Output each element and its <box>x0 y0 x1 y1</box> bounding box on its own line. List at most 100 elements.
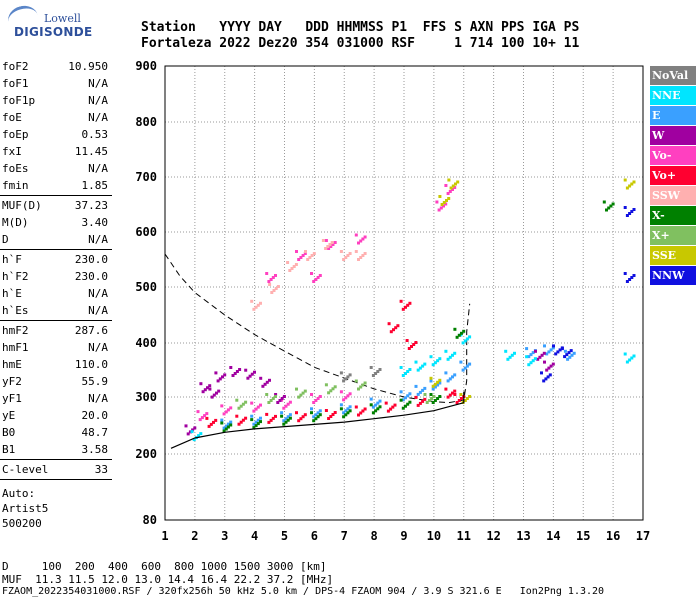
param-row-hes: h`Es N/A <box>0 302 112 319</box>
data-point-x <box>408 400 412 404</box>
data-point-nne <box>525 355 529 359</box>
data-point-w <box>250 372 254 376</box>
data-point-w <box>208 384 212 388</box>
param-name: foF2 <box>2 60 29 73</box>
data-point-noval <box>346 375 350 379</box>
param-value: N/A <box>88 341 108 354</box>
data-point-vo <box>357 413 360 417</box>
data-point-vo <box>333 241 337 244</box>
data-point-sse <box>429 376 433 380</box>
data-point-vo <box>418 401 422 405</box>
data-point-sse <box>628 184 632 188</box>
param-value: 110.0 <box>74 358 108 371</box>
data-point-x <box>250 418 254 422</box>
data-point-vo <box>314 399 318 402</box>
param-value: 230.0 <box>74 270 108 283</box>
data-point-x <box>457 333 461 337</box>
data-point-e <box>421 388 425 392</box>
data-point-nnw <box>567 351 571 355</box>
x-tick-label: 3 <box>221 529 228 543</box>
data-point-e <box>286 415 290 419</box>
param-row-foes: foEs N/A <box>0 160 112 177</box>
auto-scaling-line: 500200 <box>2 517 42 530</box>
data-point-e <box>226 422 230 426</box>
param-row-b1: B1 3.58 <box>0 441 112 458</box>
data-point-vo <box>421 399 425 403</box>
data-point-nne <box>421 364 425 368</box>
data-point-e <box>339 403 343 407</box>
data-point-x <box>432 395 436 398</box>
data-point-vo <box>453 393 457 396</box>
data-point-x <box>254 424 258 428</box>
data-point-vo <box>327 417 331 420</box>
data-point-vo <box>314 278 318 281</box>
data-point-vo <box>295 411 298 415</box>
data-point-x <box>346 411 350 415</box>
data-point-sse <box>438 378 442 382</box>
data-point-x <box>271 397 275 400</box>
data-point-nnw <box>558 348 562 352</box>
data-point-vo <box>354 233 358 237</box>
data-point-x <box>226 425 230 429</box>
data-point-nnw <box>623 272 627 275</box>
data-point-vo <box>363 235 367 239</box>
param-name: M(D) <box>2 216 29 229</box>
data-point-w <box>223 373 227 377</box>
data-point-vo <box>286 402 290 406</box>
x-tick-label: 16 <box>606 529 620 543</box>
param-row-hmf2: hmF2 287.6 <box>0 322 112 339</box>
data-point-w <box>543 360 546 364</box>
data-point-vo <box>401 307 405 311</box>
data-point-e <box>376 401 380 405</box>
panel-divider <box>0 479 112 480</box>
panel-divider <box>0 249 112 250</box>
data-point-x <box>438 395 442 398</box>
data-point-nne <box>431 363 435 367</box>
param-name: yF2 <box>2 375 22 388</box>
data-point-vo <box>389 330 393 334</box>
data-point-x <box>310 411 313 415</box>
data-point-x <box>460 331 463 335</box>
data-point-nnw <box>625 280 629 283</box>
data-point-e <box>282 419 286 423</box>
data-point-vo <box>408 301 412 305</box>
data-point-w <box>248 374 252 378</box>
data-point-e <box>314 413 318 417</box>
data-point-x <box>406 402 410 406</box>
param-value: N/A <box>88 94 108 107</box>
legend-item-sse: SSE <box>650 246 696 265</box>
param-row-fmin: fmin 1.85 <box>0 177 112 194</box>
data-point-nne <box>444 349 448 353</box>
data-point-x <box>269 399 273 402</box>
data-point-e <box>252 422 256 426</box>
data-point-e <box>572 351 576 355</box>
data-point-vo <box>387 322 391 326</box>
data-point-w <box>212 393 216 397</box>
data-point-e <box>369 397 373 401</box>
data-point-x <box>427 399 431 402</box>
data-point-nnw <box>548 373 552 377</box>
data-point-e <box>374 403 378 407</box>
header-labels: Station YYYY DAY DDD HHMMSS P1 FFS S AXN… <box>141 20 580 35</box>
data-point-vo <box>333 411 337 414</box>
data-point-w <box>253 370 256 374</box>
data-point-x <box>344 413 348 417</box>
data-point-noval <box>344 377 348 381</box>
logo-digisonde: DIGISONDE <box>14 25 93 39</box>
legend-item-vo: Vo+ <box>650 166 696 185</box>
data-point-vo <box>460 397 463 400</box>
data-point-nnw <box>632 274 636 277</box>
data-point-nne <box>527 363 531 367</box>
data-point-nne <box>436 359 440 363</box>
param-name: foF1p <box>2 94 36 107</box>
param-name: C-level <box>2 463 49 476</box>
param-name: yF1 <box>2 392 22 405</box>
data-point-ssw <box>272 289 276 292</box>
data-point-sse <box>431 384 435 388</box>
param-name: hmF1 <box>2 341 29 354</box>
profile-solid-curve <box>170 391 465 449</box>
param-name: foF1 <box>2 77 29 90</box>
data-point-x <box>303 389 307 393</box>
data-point-ssw <box>359 256 363 259</box>
